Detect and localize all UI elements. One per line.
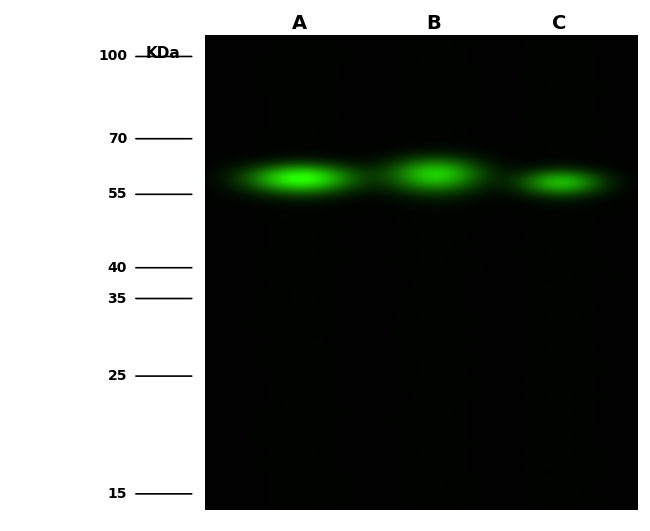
Text: 40: 40 bbox=[107, 261, 127, 275]
Text: A: A bbox=[292, 14, 307, 33]
Text: 25: 25 bbox=[107, 369, 127, 383]
Text: B: B bbox=[426, 14, 441, 33]
Text: 55: 55 bbox=[107, 187, 127, 201]
Text: C: C bbox=[552, 14, 566, 33]
Text: 70: 70 bbox=[108, 132, 127, 145]
Text: 15: 15 bbox=[107, 487, 127, 501]
Text: 35: 35 bbox=[107, 292, 127, 305]
Text: 100: 100 bbox=[98, 49, 127, 64]
Text: KDa: KDa bbox=[146, 46, 180, 62]
